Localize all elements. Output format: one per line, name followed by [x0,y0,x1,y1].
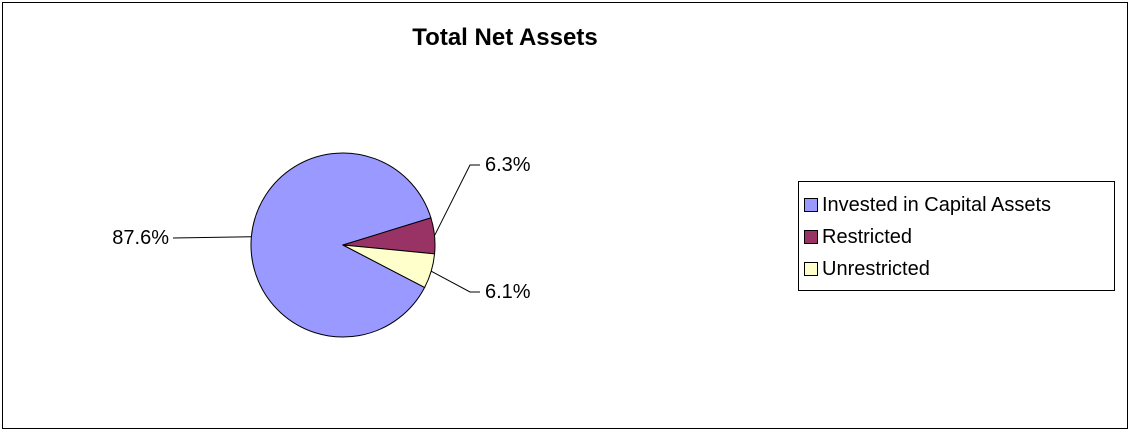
leader-line [434,164,480,236]
pie-slice-unrestricted [342,244,436,289]
leader-line [172,236,252,239]
legend-label: Invested in Capital Assets [822,193,1052,216]
legend: Invested in Capital Assets Restricted Unre… [798,181,1115,291]
legend-label: Unrestricted [822,257,930,280]
legend-swatch [804,262,818,276]
legend-item: Invested in Capital Assets [799,189,1114,221]
data-label: 6.3% [485,154,531,176]
data-label: 87.6% [112,227,169,249]
chart-title: Total Net Assets [412,24,598,51]
data-label: 6.1% [485,281,531,303]
legend-item: Unrestricted [799,253,1114,285]
legend-swatch [804,230,818,244]
legend-item: Restricted [799,221,1114,253]
legend-swatch [804,198,818,212]
legend-label: Restricted [822,225,913,248]
leader-line [430,270,480,293]
